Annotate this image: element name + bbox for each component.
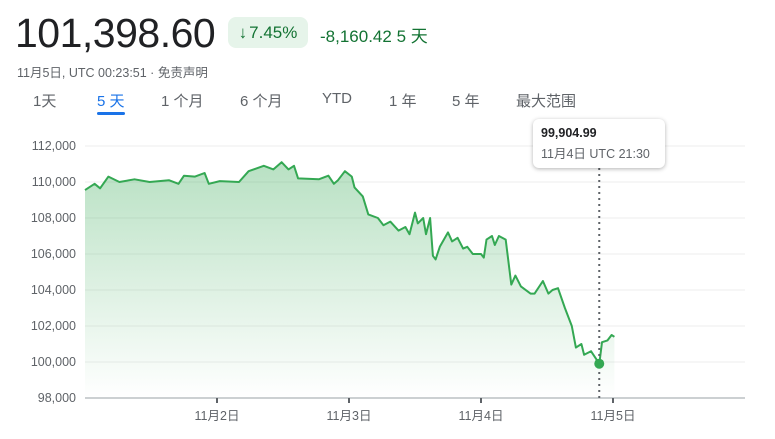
y-tick-label: 104,000 [31, 283, 76, 297]
current-price: 101,398.60 [15, 10, 216, 56]
highlight-point [594, 358, 605, 369]
y-tick-label: 110,000 [32, 175, 76, 189]
tab-5d[interactable]: 5 天 [97, 90, 125, 115]
tab-1m[interactable]: 1 个月 [161, 93, 204, 110]
disclaimer-link[interactable]: 免责声明 [157, 66, 208, 80]
tooltip-value: 99,904.99 [541, 126, 597, 140]
tab-max[interactable]: 最大范围 [516, 93, 577, 110]
y-tick-label: 100,000 [31, 355, 76, 369]
x-tick-label: 11月2日 [195, 409, 240, 423]
x-tick-label: 11月5日 [591, 409, 636, 423]
tooltip-time: 11月4日 UTC 21:30 [541, 147, 650, 161]
tab-ytd[interactable]: YTD [322, 90, 352, 107]
timestamp-line: 11月5日, UTC 00:23:51 · 免责声明 [17, 66, 208, 80]
arrow-down-icon: ↓ [238, 22, 248, 42]
x-tick-label: 11月3日 [327, 409, 372, 423]
tab-6m[interactable]: 6 个月 [240, 93, 283, 110]
tab-1d[interactable]: 1天 [33, 93, 57, 110]
y-tick-label: 98,000 [38, 391, 76, 405]
change-absolute: -8,160.42 5 天 [320, 27, 428, 46]
tab-1y[interactable]: 1 年 [389, 93, 417, 110]
y-tick-label: 106,000 [31, 247, 76, 261]
y-tick-label: 108,000 [31, 211, 76, 225]
x-tick-label: 11月4日 [459, 409, 504, 423]
change-percent-badge: ↓ 7.45% [228, 17, 308, 48]
y-tick-label: 112,000 [32, 139, 76, 153]
tab-5y[interactable]: 5 年 [452, 93, 480, 110]
price-line [84, 161, 615, 365]
area-fill [85, 162, 615, 398]
y-tick-label: 102,000 [31, 319, 76, 333]
hover-tooltip: 99,904.99 11月4日 UTC 21:30 [533, 119, 665, 168]
